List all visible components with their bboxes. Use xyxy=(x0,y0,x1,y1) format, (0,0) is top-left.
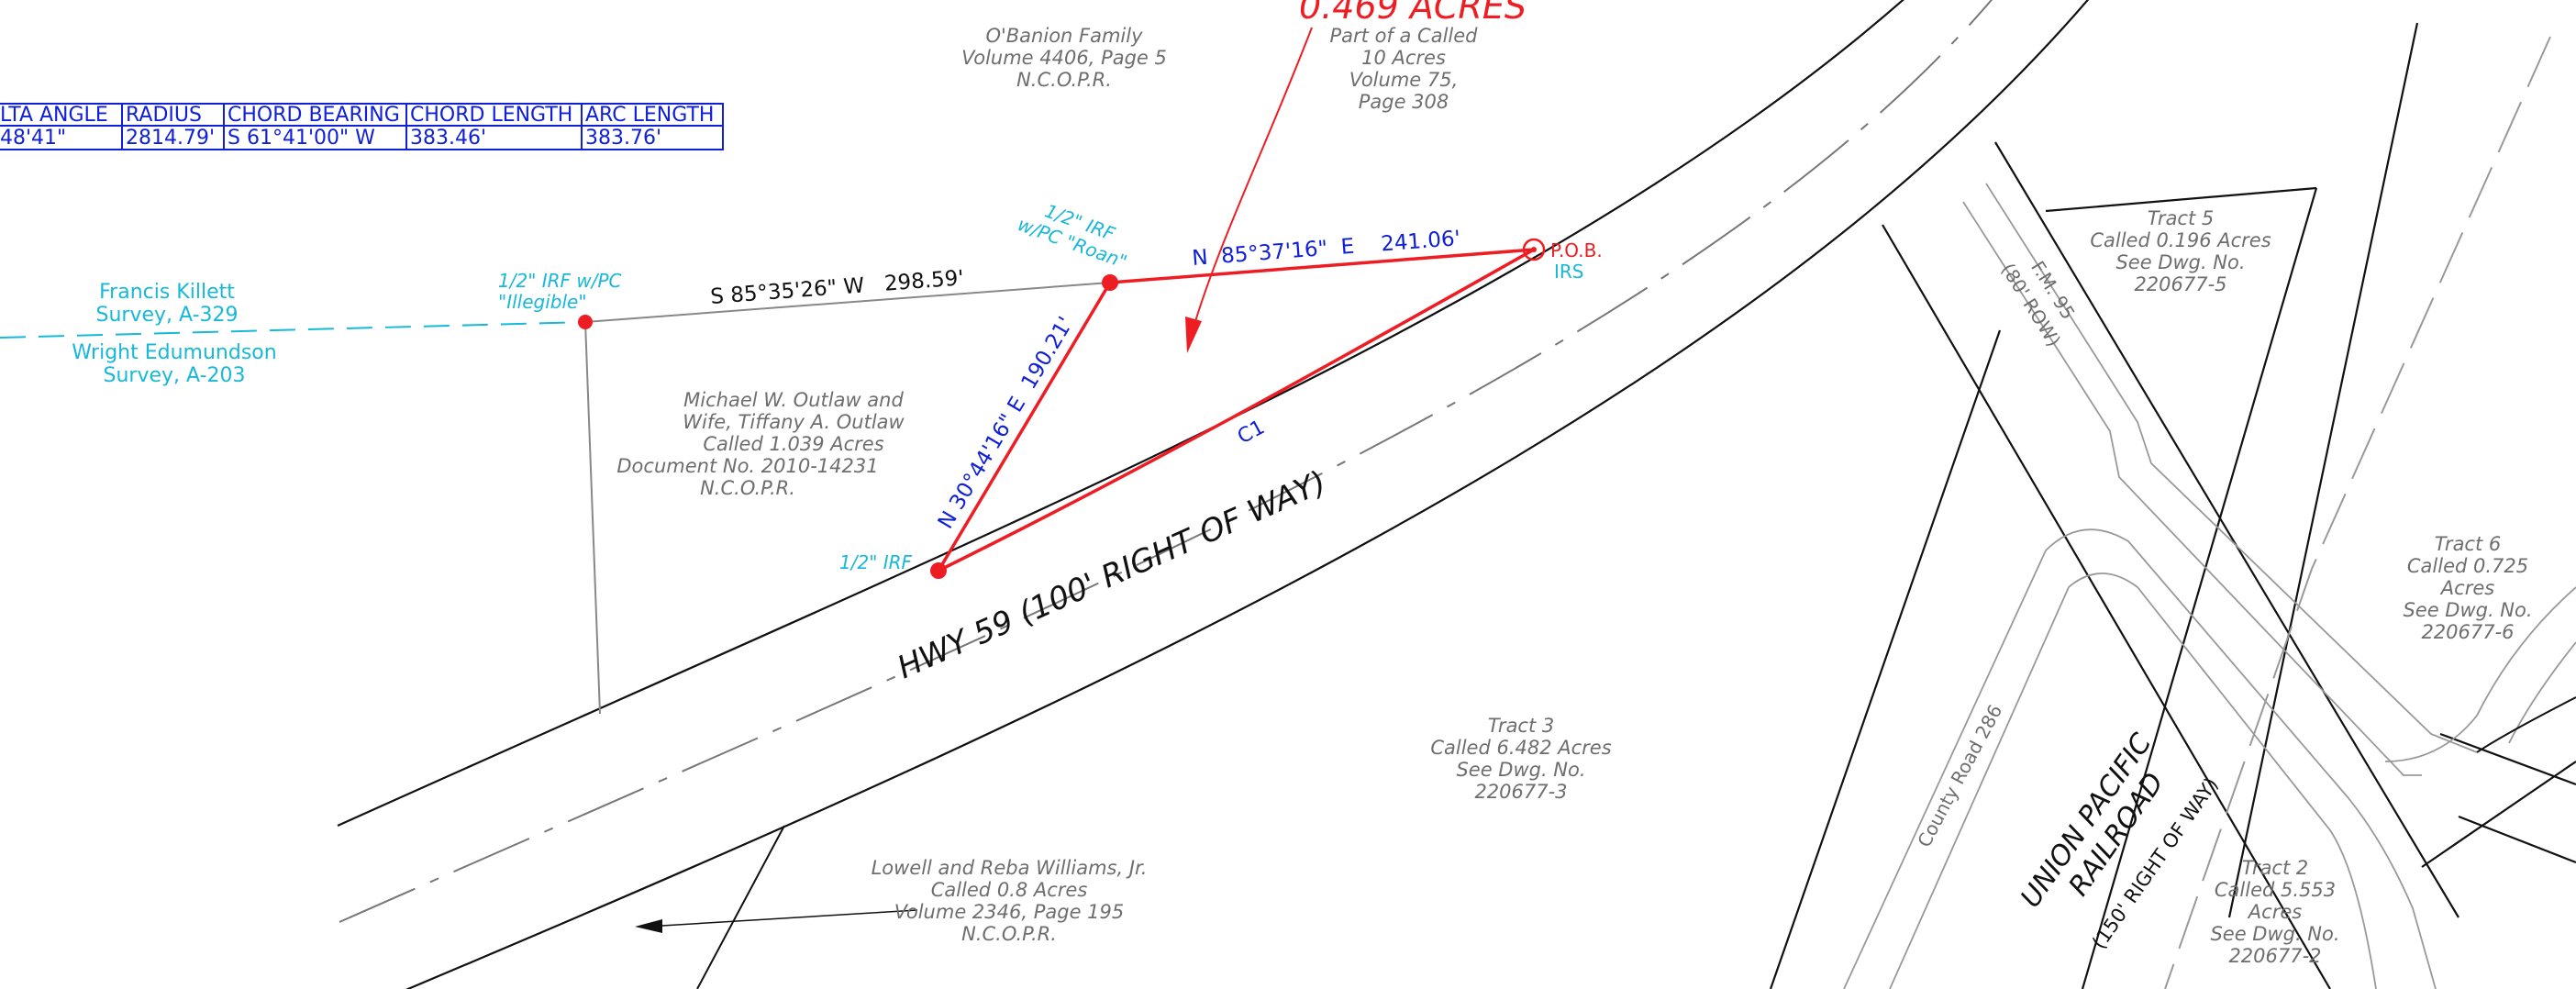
table-cell-chord-bearing: S 61°41'00" W xyxy=(228,127,375,150)
tract2-line-5: 220677-2 xyxy=(2228,945,2321,967)
tract6-label: Tract 6 Called 0.725 Acres See Dwg. No. … xyxy=(2403,533,2532,643)
outlaw-line-1: Michael W. Outlaw and xyxy=(683,389,904,411)
monument-west-line-1: 1/2" IRF w/PC xyxy=(498,270,622,292)
monument-west-line-2: "Illegible" xyxy=(498,291,587,313)
tract3-label: Tract 3 Called 6.482 Acres See Dwg. No. … xyxy=(1430,715,1611,803)
williams-line xyxy=(696,825,785,989)
monument-north xyxy=(1102,274,1118,291)
tract5-line-3: See Dwg. No. xyxy=(2115,251,2245,273)
tract2-label: Tract 2 Called 5.553 Acres See Dwg. No. … xyxy=(2210,857,2339,967)
tract6-line-5: 220677-6 xyxy=(2421,621,2514,643)
williams-line-3: Volume 2346, Page 195 xyxy=(894,901,1125,923)
county-road-label: County Road 286 xyxy=(1913,701,2006,850)
subject-line-1: Part of a Called xyxy=(1330,25,1479,47)
outlaw-label: Michael W. Outlaw and Wife, Tiffany A. O… xyxy=(616,389,905,499)
williams-leader xyxy=(646,909,918,928)
tract6-line-4: See Dwg. No. xyxy=(2403,599,2532,621)
subject-boundary xyxy=(937,248,1535,572)
survey-line xyxy=(0,321,586,339)
tract3-line-3: See Dwg. No. xyxy=(1456,759,1585,781)
curve-table: LTA ANGLE RADIUS CHORD BEARING CHORD LEN… xyxy=(0,103,724,150)
survey-south-line-1: Wright Edumundson xyxy=(72,341,276,364)
county-road-edges xyxy=(1843,183,2576,989)
survey-labels: Francis Killett Survey, A-329 Wright Edu… xyxy=(72,281,276,387)
irs-label: IRS xyxy=(1554,261,1584,283)
tract5-line-4: 220677-5 xyxy=(2134,273,2226,295)
tract2-line-1: Tract 2 xyxy=(2242,857,2309,879)
table-cell-arc-length: 383.76' xyxy=(585,127,661,150)
pob-label: P.O.B. xyxy=(1550,239,1603,261)
obanion-line-1: O'Banion Family xyxy=(985,25,1143,47)
subject-description: Part of a Called 10 Acres Volume 75, Pag… xyxy=(1330,25,1479,113)
table-cell-chord-length: 383.46' xyxy=(410,127,486,150)
fm95-label: F.M. 95 (80' ROW) xyxy=(1997,257,2080,350)
subject-line-4: Page 308 xyxy=(1359,91,1449,113)
table-header-delta: LTA ANGLE xyxy=(0,104,108,127)
williams-label: Lowell and Reba Williams, Jr. Called 0.8… xyxy=(872,857,1148,945)
table-cell-delta: 48'41" xyxy=(0,127,66,150)
pob-symbol xyxy=(1522,238,1546,261)
monument-south xyxy=(930,562,947,579)
tract5-line-1: Tract 5 xyxy=(2148,207,2215,229)
subject-leader xyxy=(1192,27,1313,331)
tract3-line-1: Tract 3 xyxy=(1488,715,1555,737)
monument-labels: 1/2" IRF w/PC "Illegible" 1/2" IRF xyxy=(498,270,913,573)
monument-north-label: 1/2" IRF w/PC "Roan" xyxy=(1015,199,1130,272)
table-cell-radius: 2814.79' xyxy=(126,127,215,150)
williams-line-1: Lowell and Reba Williams, Jr. xyxy=(872,857,1148,879)
subject-acres: 0.469 ACRES xyxy=(1299,0,1527,27)
williams-line-2: Called 0.8 Acres xyxy=(931,879,1088,901)
outlaw-line-2: Wife, Tiffany A. Outlaw xyxy=(683,411,905,433)
call-west-side: N 30°44'16" E 190.21' xyxy=(934,313,1079,533)
tract6-line-3: Acres xyxy=(2439,577,2494,599)
outlaw-line-4: Document No. 2010-14231 xyxy=(616,455,878,477)
table-header-arc-length: ARC LENGTH xyxy=(585,104,714,127)
obanion-line-2: Volume 4406, Page 5 xyxy=(961,47,1167,69)
subject-line-3: Volume 75, xyxy=(1349,69,1459,91)
williams-line-4: N.C.O.P.R. xyxy=(961,923,1057,945)
tract5-label: Tract 5 Called 0.196 Acres See Dwg. No. … xyxy=(2090,207,2271,295)
tract3-line-4: 220677-3 xyxy=(1474,781,1567,803)
tract6-curve xyxy=(2476,696,2576,753)
tract6-line-1: Tract 6 xyxy=(2435,533,2502,555)
table-header-radius: RADIUS xyxy=(126,104,202,127)
subject-leader-arrow xyxy=(1185,317,1202,353)
survey-south-line-2: Survey, A-203 xyxy=(103,364,245,387)
survey-north-line-1: Francis Killett xyxy=(99,281,235,304)
tract2-line-4: See Dwg. No. xyxy=(2210,923,2339,945)
monument-west xyxy=(578,315,593,329)
railroad-centerline xyxy=(2164,36,2551,989)
tract2-line-2: Called 5.553 xyxy=(2215,879,2336,901)
property-lines xyxy=(584,282,1111,715)
williams-leader-arrow xyxy=(635,919,662,933)
subject-line-2: 10 Acres xyxy=(1361,47,1446,69)
call-north-line: N 85°37'16" E 241.06' xyxy=(1192,227,1461,271)
curve-label: C1 xyxy=(1234,416,1269,449)
outlaw-line-5: N.C.O.P.R. xyxy=(700,477,795,499)
hwy-south-row-line xyxy=(405,0,2090,989)
tract2-line-3: Acres xyxy=(2247,901,2302,923)
outlaw-line-3: Called 1.039 Acres xyxy=(703,433,883,455)
tract5-line-2: Called 0.196 Acres xyxy=(2090,229,2271,251)
railroad-lines xyxy=(1769,22,2576,989)
monument-south-label: 1/2" IRF xyxy=(839,551,913,573)
table-header-chord-bearing: CHORD BEARING xyxy=(228,104,400,127)
tract6-line-2: Called 0.725 xyxy=(2407,555,2528,577)
obanion-line-3: N.C.O.P.R. xyxy=(1016,69,1112,91)
obanion-label: O'Banion Family Volume 4406, Page 5 N.C.… xyxy=(961,25,1167,91)
hwy-north-row-line xyxy=(337,0,1904,828)
table-header-chord-length: CHORD LENGTH xyxy=(410,104,572,127)
tract3-line-2: Called 6.482 Acres xyxy=(1430,737,1611,759)
hwy-centerline xyxy=(339,0,1993,923)
survey-north-line-2: Survey, A-329 xyxy=(95,304,238,327)
